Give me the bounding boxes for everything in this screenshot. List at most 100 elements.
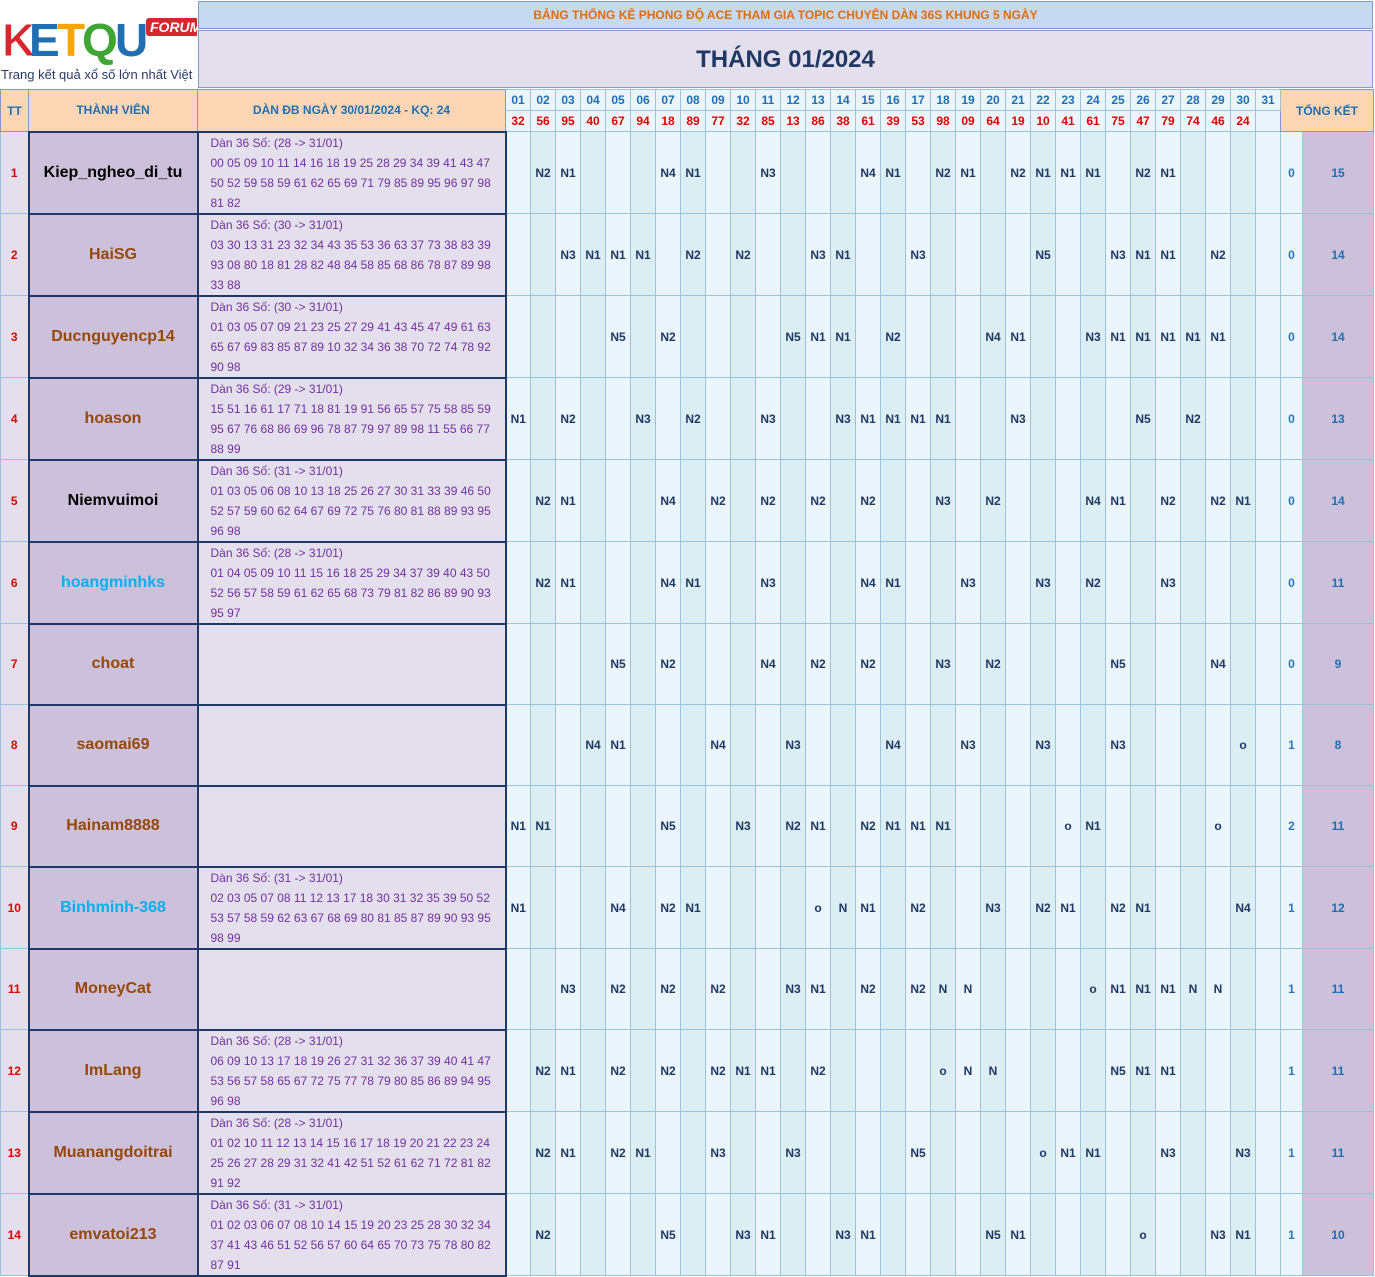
day-cell: [530, 866, 556, 949]
day-cell: N3: [555, 948, 581, 1030]
table-row: 1 Kiep_ngheo_di_tu Dàn 36 Số: (28 -> 31/01…: [0, 130, 1374, 215]
day-cell: N2: [605, 948, 631, 1030]
member-name[interactable]: hoason: [27, 376, 199, 461]
member-name[interactable]: HaiSG: [27, 212, 199, 297]
dan-numbers: Dàn 36 Số: (30 -> 31/01) 03 30 13 31 23 3…: [196, 212, 507, 297]
day-cell: N1: [880, 131, 906, 214]
member-name[interactable]: saomai69: [27, 703, 199, 787]
day-cell: [580, 459, 606, 542]
day-header: 15: [855, 89, 881, 111]
day-cell: [1155, 377, 1181, 460]
day-cell: N1: [905, 377, 931, 460]
member-name[interactable]: ImLang: [27, 1028, 199, 1113]
day-cell: N1: [1055, 131, 1081, 214]
day-cell: [605, 785, 631, 867]
day-cell: [630, 541, 656, 624]
day-cell: [630, 623, 656, 705]
day-cell: N2: [1205, 459, 1231, 542]
day-cell: [1255, 1193, 1281, 1276]
svg-text:K: K: [2, 16, 35, 66]
day-cell: N2: [705, 459, 731, 542]
day-cell: [1005, 541, 1031, 624]
day-cell: N1: [1005, 295, 1031, 378]
dan-numbers: [196, 703, 507, 787]
member-name[interactable]: emvatoi213: [27, 1192, 199, 1277]
day-cell: [630, 459, 656, 542]
member-name[interactable]: MoneyCat: [27, 947, 199, 1031]
member-name[interactable]: Kiep_ngheo_di_tu: [27, 130, 199, 215]
dan-line: 06 09 10 13 17 18 19 26 27 31 32 36 37 3…: [210, 1053, 491, 1068]
member-name[interactable]: Muanangdoitrai: [27, 1110, 199, 1195]
day-cell: [780, 541, 806, 624]
dan-line: 96 98: [210, 523, 241, 538]
member-name[interactable]: Ducnguyencp14: [27, 294, 199, 379]
day-cell: [1255, 459, 1281, 542]
member-name[interactable]: hoangminhks: [27, 540, 199, 625]
day-cell: N1: [1130, 213, 1156, 296]
row-index: 3: [0, 295, 29, 378]
day-cell: [655, 377, 681, 460]
day-cell: [805, 1193, 831, 1276]
dan-line: 01 03 05 07 09 21 23 25 27 29 41 43 45 4…: [210, 319, 491, 334]
day-cell: [1180, 623, 1206, 705]
day-cell: [930, 1193, 956, 1276]
day-cell: [1030, 377, 1056, 460]
day-cell: [955, 459, 981, 542]
day-cell: [1155, 866, 1181, 949]
day-cell: [1005, 459, 1031, 542]
dan-numbers: Dàn 36 Số: (30 -> 31/01) 01 03 05 07 09 2…: [196, 294, 507, 379]
day-cell: [505, 1029, 531, 1112]
day-cell: [855, 1111, 881, 1194]
day-cell: N1: [1155, 948, 1181, 1030]
day-cell: [830, 1029, 856, 1112]
day-header: 12: [780, 89, 806, 111]
member-name[interactable]: choat: [27, 622, 199, 706]
day-cell: [1055, 948, 1081, 1030]
day-cell: N2: [855, 948, 881, 1030]
day-header: 02: [530, 89, 556, 111]
day-cell: [755, 1111, 781, 1194]
day-cell: [905, 131, 931, 214]
day-cell: [1205, 1029, 1231, 1112]
day-cell: N2: [1030, 866, 1056, 949]
day-header: 07: [655, 89, 681, 111]
day-cell: [730, 704, 756, 786]
result-cell: 79: [1155, 110, 1181, 132]
day-cell: [1055, 295, 1081, 378]
header-member: THÀNH VIÊN: [28, 89, 198, 132]
day-cell: [1055, 1193, 1081, 1276]
dan-line: 52 56 57 58 59 61 62 65 68 73 79 81 82 8…: [210, 585, 491, 600]
day-cell: [880, 1111, 906, 1194]
day-cell: [955, 213, 981, 296]
dan-line: 96 98: [210, 1093, 241, 1108]
total-score: 9: [1302, 623, 1374, 705]
summary-count: 0: [1280, 295, 1303, 378]
day-cell: N2: [1005, 131, 1031, 214]
day-cell: N2: [655, 1029, 681, 1112]
day-cell: [580, 1029, 606, 1112]
day-cell: [580, 1193, 606, 1276]
day-cell: N3: [830, 1193, 856, 1276]
member-name[interactable]: Hainam8888: [27, 784, 199, 868]
day-cell: [505, 131, 531, 214]
dan-numbers: [196, 784, 507, 868]
day-cell: [1105, 377, 1131, 460]
dan-numbers: Dàn 36 Số: (31 -> 31/01) 01 03 05 06 08 1…: [196, 458, 507, 543]
row-index: 11: [0, 948, 29, 1030]
day-cell: N1: [880, 785, 906, 867]
day-cell: [880, 948, 906, 1030]
day-cell: [1105, 541, 1131, 624]
day-cell: [780, 131, 806, 214]
member-name[interactable]: Niemvuimoi: [27, 458, 199, 543]
result-cell: 85: [755, 110, 781, 132]
dan-line: 33 88: [210, 277, 241, 292]
day-cell: [880, 866, 906, 949]
day-cell: N3: [980, 866, 1006, 949]
day-cell: [755, 866, 781, 949]
member-name[interactable]: Binhminh-368: [27, 865, 199, 950]
result-cell: 38: [830, 110, 856, 132]
day-cell: N2: [655, 866, 681, 949]
logo[interactable]: K E T Q U FORUM Trang kết quả xổ số lớn …: [0, 0, 197, 89]
day-cell: [1055, 704, 1081, 786]
day-cell: [955, 1193, 981, 1276]
